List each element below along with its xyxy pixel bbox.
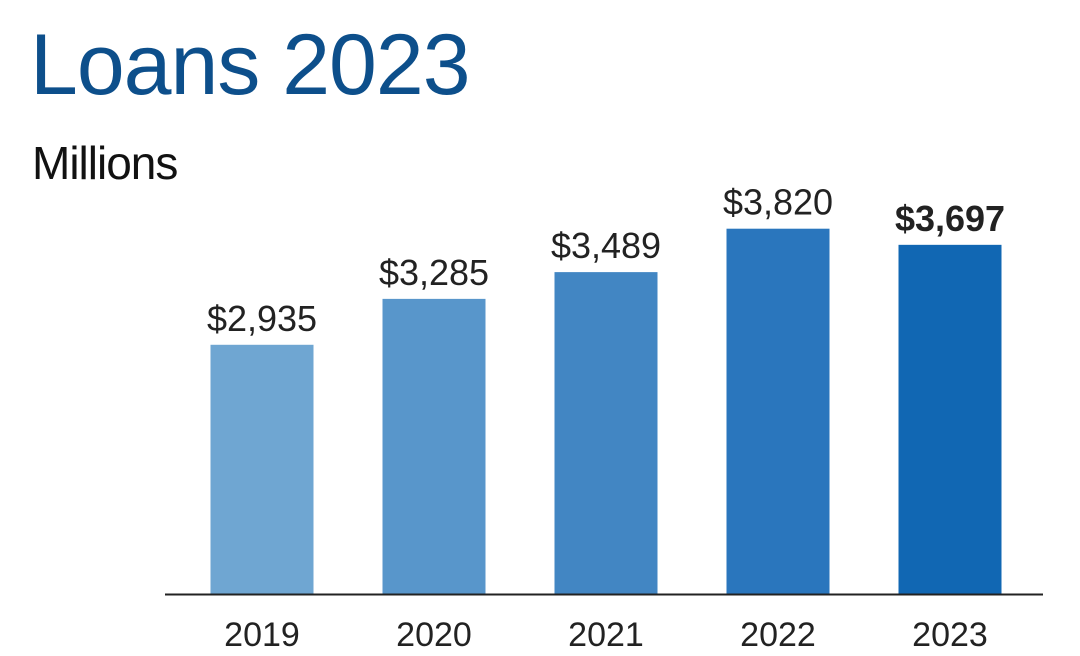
data-label-2019: $2,935 xyxy=(207,298,317,339)
bar-2021 xyxy=(554,272,658,594)
bar-2019 xyxy=(210,344,314,594)
x-tick-2022: 2022 xyxy=(740,616,816,654)
data-label-2020: $3,285 xyxy=(379,252,489,293)
x-tick-2021: 2021 xyxy=(568,616,644,654)
chart-subtitle: Millions xyxy=(32,137,178,189)
x-tick-2020: 2020 xyxy=(396,616,472,654)
data-label-2023: $3,697 xyxy=(895,198,1005,239)
x-tick-2019: 2019 xyxy=(224,616,300,654)
data-label-2022: $3,820 xyxy=(723,182,833,223)
x-tick-2023: 2023 xyxy=(912,616,988,654)
data-label-2021: $3,489 xyxy=(551,225,661,266)
bar-2020 xyxy=(382,298,486,594)
bar-2023 xyxy=(898,244,1002,594)
bar-2022 xyxy=(726,228,830,595)
chart-title: Loans 2023 xyxy=(30,17,471,113)
